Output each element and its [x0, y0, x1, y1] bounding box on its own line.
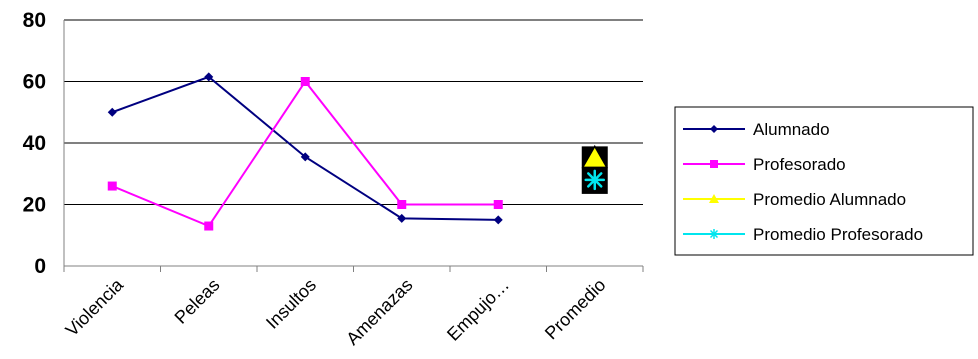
legend-label-2: Promedio Alumnado — [753, 190, 906, 209]
series-1-point-0 — [107, 181, 117, 191]
y-tick-label-40: 40 — [23, 132, 46, 155]
legend-marker-2 — [709, 194, 719, 203]
series-layer — [107, 72, 609, 231]
series-1-point-2 — [300, 77, 310, 86]
series-1-point-1 — [204, 221, 214, 231]
y-tick-labels: 0 20 40 60 80 — [23, 9, 46, 278]
legend-box — [674, 106, 974, 256]
x-tick-label-3: Amenazas — [342, 275, 416, 349]
series-3 — [584, 169, 605, 191]
series-0-point-3 — [397, 213, 407, 223]
x-tick-label-0: Violencia — [62, 274, 128, 340]
series-2-point-5 — [581, 144, 609, 169]
y-tick-label-20: 20 — [23, 194, 46, 217]
y-tick-label-80: 80 — [23, 9, 46, 32]
legend: Alumnado Profesorado Promedio Alumnado Prom… — [674, 106, 974, 256]
series-3-point-5-stroke-d2 — [587, 172, 603, 188]
legend-marker-1 — [710, 160, 718, 168]
legend-label-3: Promedio Profesorado — [753, 225, 923, 244]
y-tick-label-60: 60 — [23, 71, 46, 94]
series-1-point-3 — [397, 200, 407, 209]
series-1 — [107, 77, 503, 231]
series-0-point-0 — [107, 107, 117, 117]
gridlines — [64, 19, 643, 205]
legend-label-1: Profesorado — [753, 155, 846, 174]
legend-marker-3-d2 — [709, 229, 719, 239]
legend-marker-0 — [710, 125, 718, 133]
x-tick-label-1: Peleas — [171, 275, 224, 328]
x-tick-label-2: Insultos — [262, 275, 320, 333]
series-0-point-2 — [300, 152, 310, 162]
legend-marker-3 — [709, 229, 719, 239]
y-tick-label-0: 0 — [34, 255, 46, 278]
series-3-point-5 — [584, 169, 605, 191]
legend-label-0: Alumnado — [753, 120, 830, 139]
x-tick-label-5: Promedio — [541, 275, 610, 344]
x-tick-labels: Violencia Peleas Insultos Amenazas Empujo… Pr… — [62, 266, 644, 349]
series-1-point-4 — [493, 200, 503, 209]
series-0-point-1 — [204, 72, 214, 82]
series-0-line — [111, 75, 499, 221]
series-0 — [107, 72, 503, 225]
series-2 — [581, 144, 609, 169]
x-tick-label-4: Empujo… — [443, 275, 513, 345]
series-0-point-4 — [493, 215, 503, 225]
